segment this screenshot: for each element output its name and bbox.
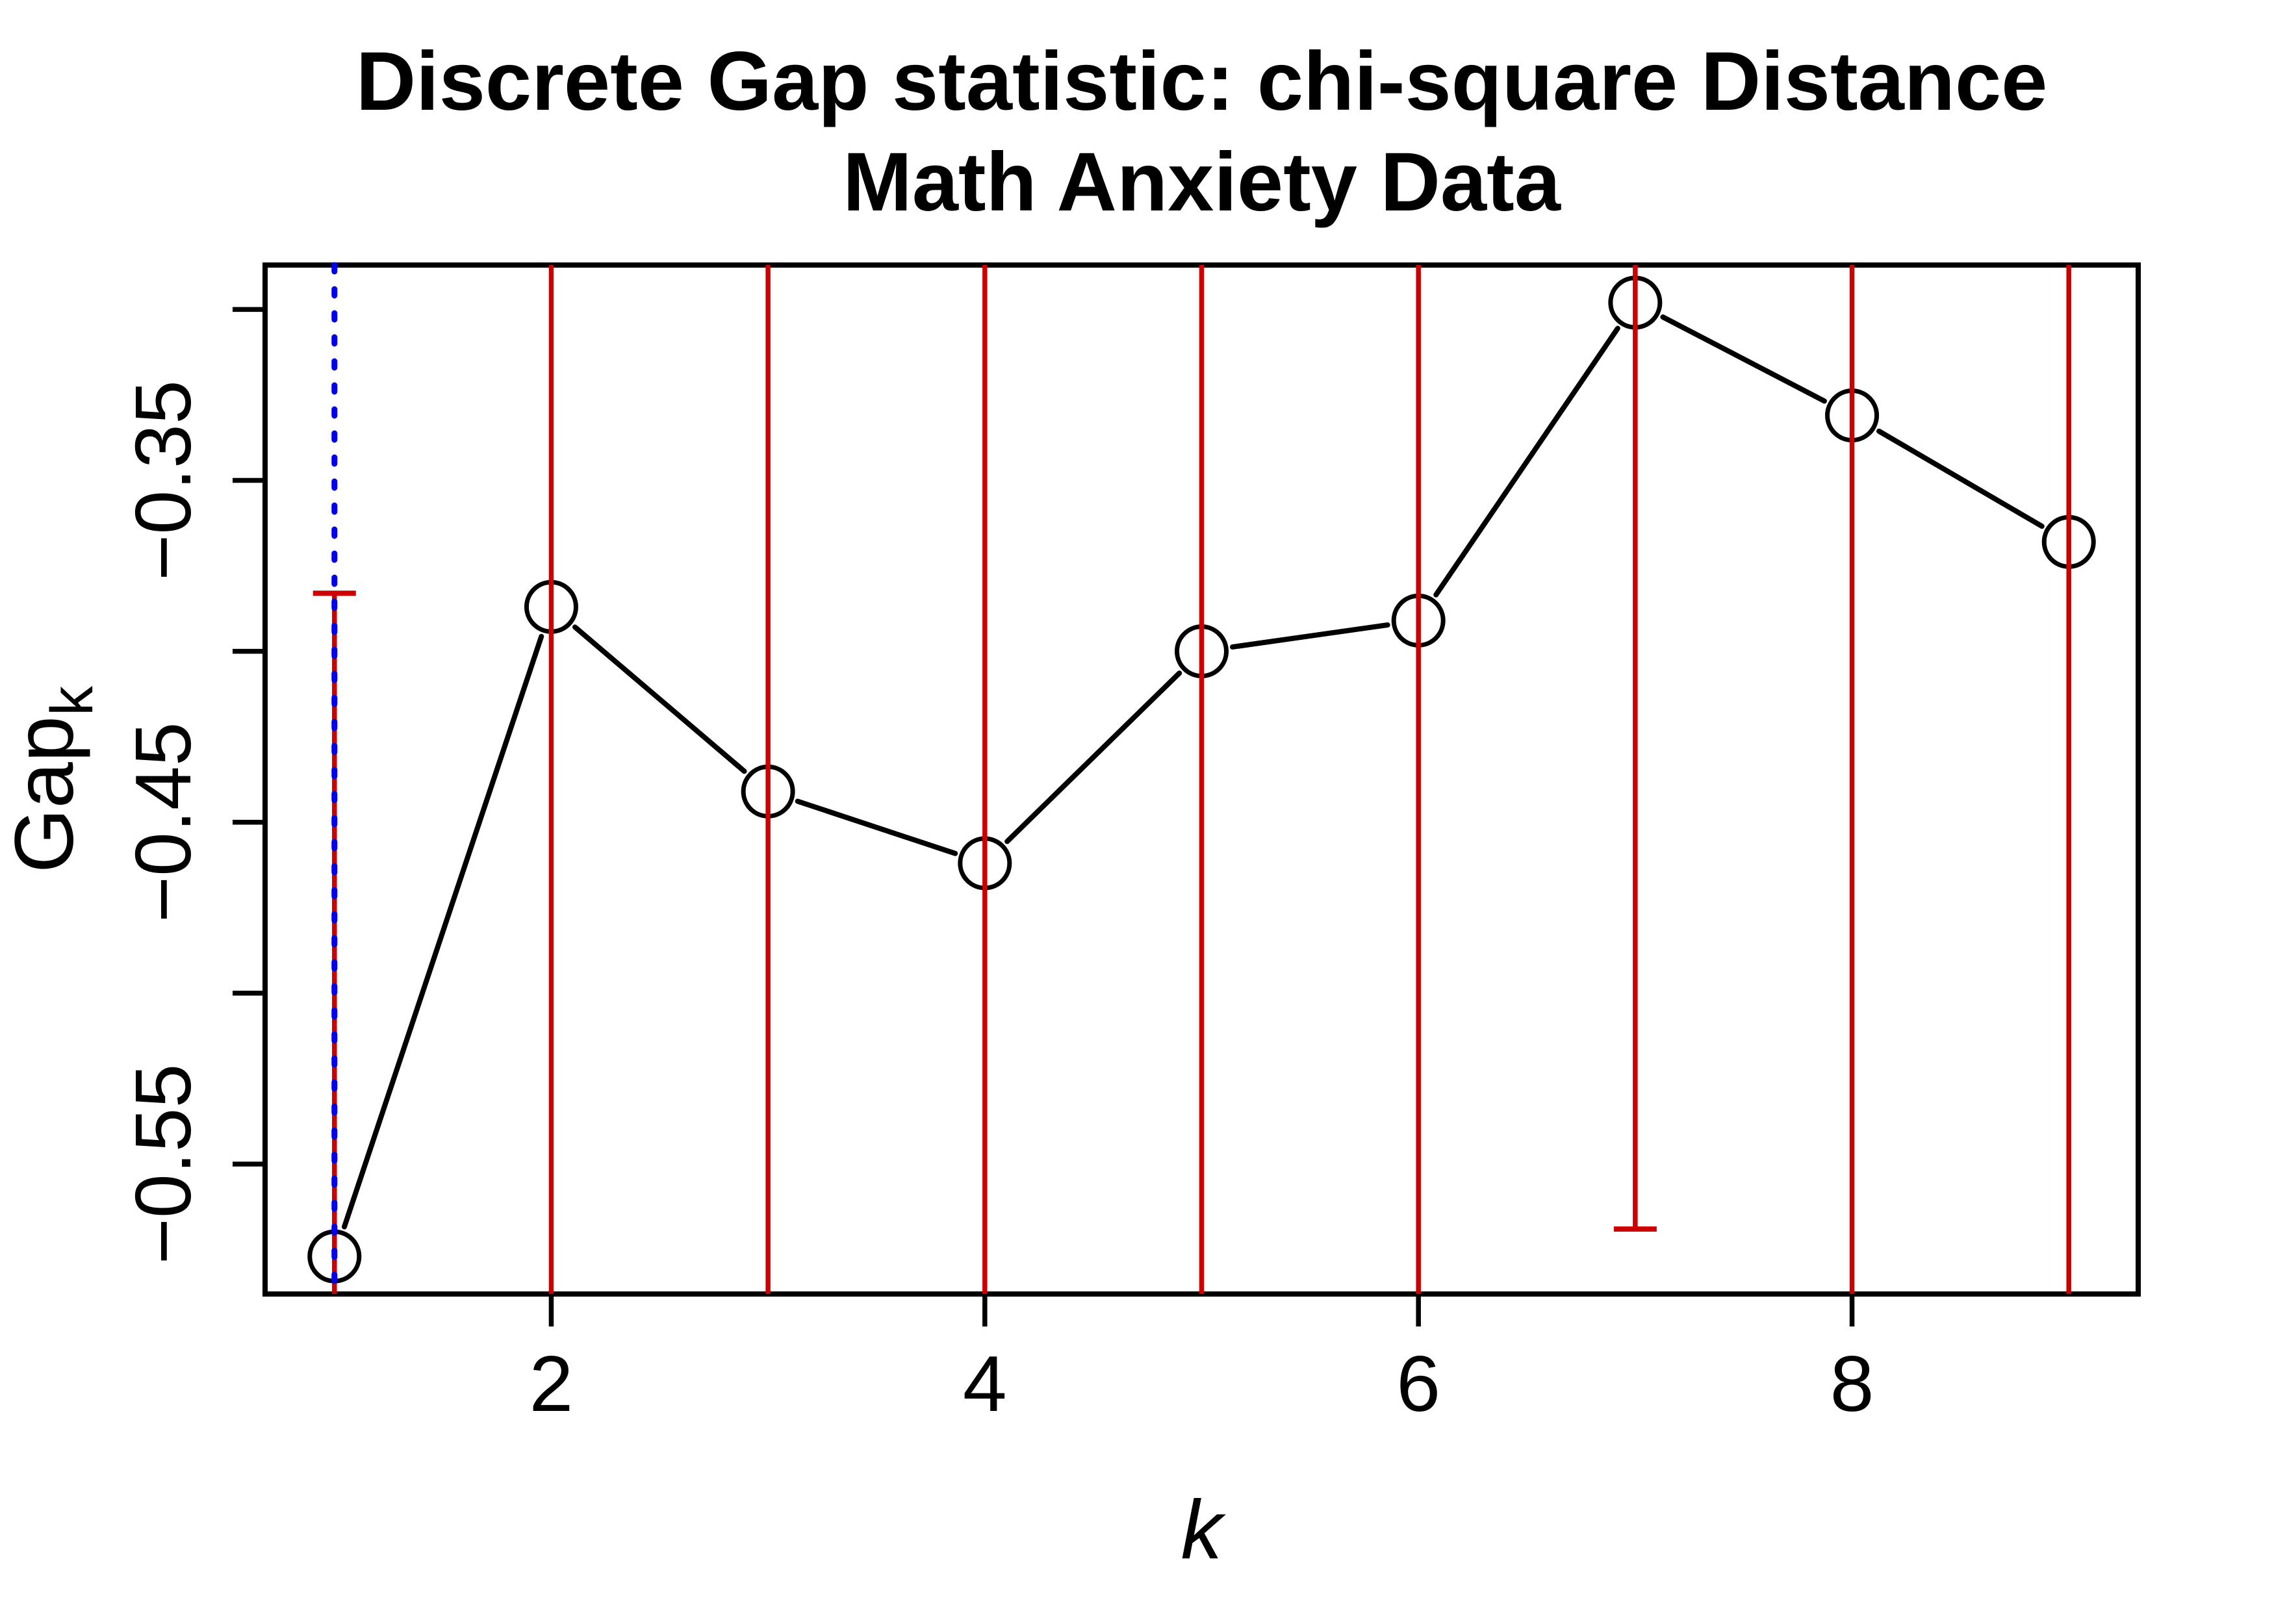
x-tick-label-2: 2 xyxy=(530,1339,574,1428)
y-tick-label--0.55: −0.55 xyxy=(119,1064,207,1265)
chart-title-line2: Math Anxiety Data xyxy=(843,136,1561,229)
y-tick-label--0.35: −0.35 xyxy=(119,380,207,581)
series-segment-7-8 xyxy=(1660,314,1827,404)
series-segment-5-6 xyxy=(1230,622,1390,650)
series-segment-2-3 xyxy=(572,624,747,774)
x-tick-label-4: 4 xyxy=(963,1339,1007,1428)
x-tick-label-8: 8 xyxy=(1830,1339,1874,1428)
chart-title-line1: Discrete Gap statistic: chi-square Dista… xyxy=(355,35,2048,128)
series-segment-6-7 xyxy=(1433,325,1620,598)
x-axis-label: k xyxy=(1181,1484,1223,1577)
series-segment-4-5 xyxy=(1004,670,1182,844)
y-tick-label--0.45: −0.45 xyxy=(119,722,207,922)
series-segment-3-4 xyxy=(795,798,958,856)
x-tick-label-6: 6 xyxy=(1396,1339,1440,1428)
series-segment-8-9 xyxy=(1876,428,2045,529)
series-segment-1-2 xyxy=(341,633,544,1230)
y-axis-label: Gapk xyxy=(0,685,105,873)
